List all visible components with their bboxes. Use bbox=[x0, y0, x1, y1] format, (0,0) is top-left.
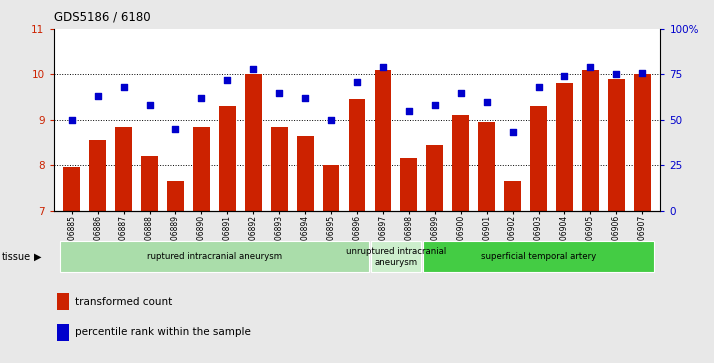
Bar bbox=[56, 293, 69, 310]
Point bbox=[429, 102, 441, 108]
Point bbox=[221, 77, 233, 83]
Bar bbox=[452, 115, 469, 211]
Bar bbox=[478, 122, 495, 211]
Bar bbox=[297, 136, 313, 211]
Bar bbox=[371, 241, 421, 272]
Bar bbox=[375, 70, 391, 211]
Point bbox=[559, 73, 570, 79]
Text: transformed count: transformed count bbox=[75, 297, 172, 307]
Point bbox=[585, 64, 596, 70]
Text: ruptured intracranial aneurysm: ruptured intracranial aneurysm bbox=[147, 252, 282, 261]
Text: GDS5186 / 6180: GDS5186 / 6180 bbox=[54, 11, 150, 24]
Bar bbox=[323, 165, 339, 211]
Text: percentile rank within the sample: percentile rank within the sample bbox=[75, 327, 251, 338]
Point bbox=[637, 70, 648, 76]
Bar bbox=[556, 83, 573, 211]
Text: tissue: tissue bbox=[1, 252, 31, 262]
Point bbox=[533, 84, 544, 90]
Text: ▶: ▶ bbox=[34, 252, 42, 262]
Bar bbox=[219, 106, 236, 211]
Point bbox=[273, 90, 285, 95]
Bar bbox=[426, 145, 443, 211]
Bar bbox=[530, 106, 547, 211]
Bar bbox=[504, 181, 521, 211]
Bar bbox=[423, 241, 654, 272]
Point bbox=[403, 108, 415, 114]
Point bbox=[610, 72, 622, 77]
Bar bbox=[141, 156, 158, 211]
Point bbox=[481, 99, 493, 105]
Point bbox=[66, 117, 77, 123]
Text: unruptured intracranial
aneurysm: unruptured intracranial aneurysm bbox=[346, 247, 446, 266]
Point bbox=[144, 102, 155, 108]
Bar bbox=[56, 324, 69, 341]
Bar bbox=[348, 99, 366, 211]
Point bbox=[92, 93, 104, 99]
Point bbox=[351, 79, 363, 85]
Point bbox=[299, 95, 311, 101]
Bar bbox=[64, 167, 80, 211]
Text: superficial temporal artery: superficial temporal artery bbox=[481, 252, 596, 261]
Point bbox=[507, 130, 518, 135]
Point bbox=[170, 126, 181, 132]
Bar bbox=[634, 74, 650, 211]
Point bbox=[196, 95, 207, 101]
Point bbox=[377, 64, 388, 70]
Point bbox=[326, 117, 337, 123]
Bar bbox=[167, 181, 184, 211]
Point bbox=[455, 90, 466, 95]
Bar bbox=[193, 127, 210, 211]
Bar bbox=[60, 241, 368, 272]
Bar bbox=[271, 127, 288, 211]
Point bbox=[248, 66, 259, 72]
Bar bbox=[89, 140, 106, 211]
Bar bbox=[245, 74, 262, 211]
Bar bbox=[582, 70, 599, 211]
Bar bbox=[401, 158, 417, 211]
Point bbox=[118, 84, 129, 90]
Bar bbox=[115, 127, 132, 211]
Bar bbox=[608, 79, 625, 211]
